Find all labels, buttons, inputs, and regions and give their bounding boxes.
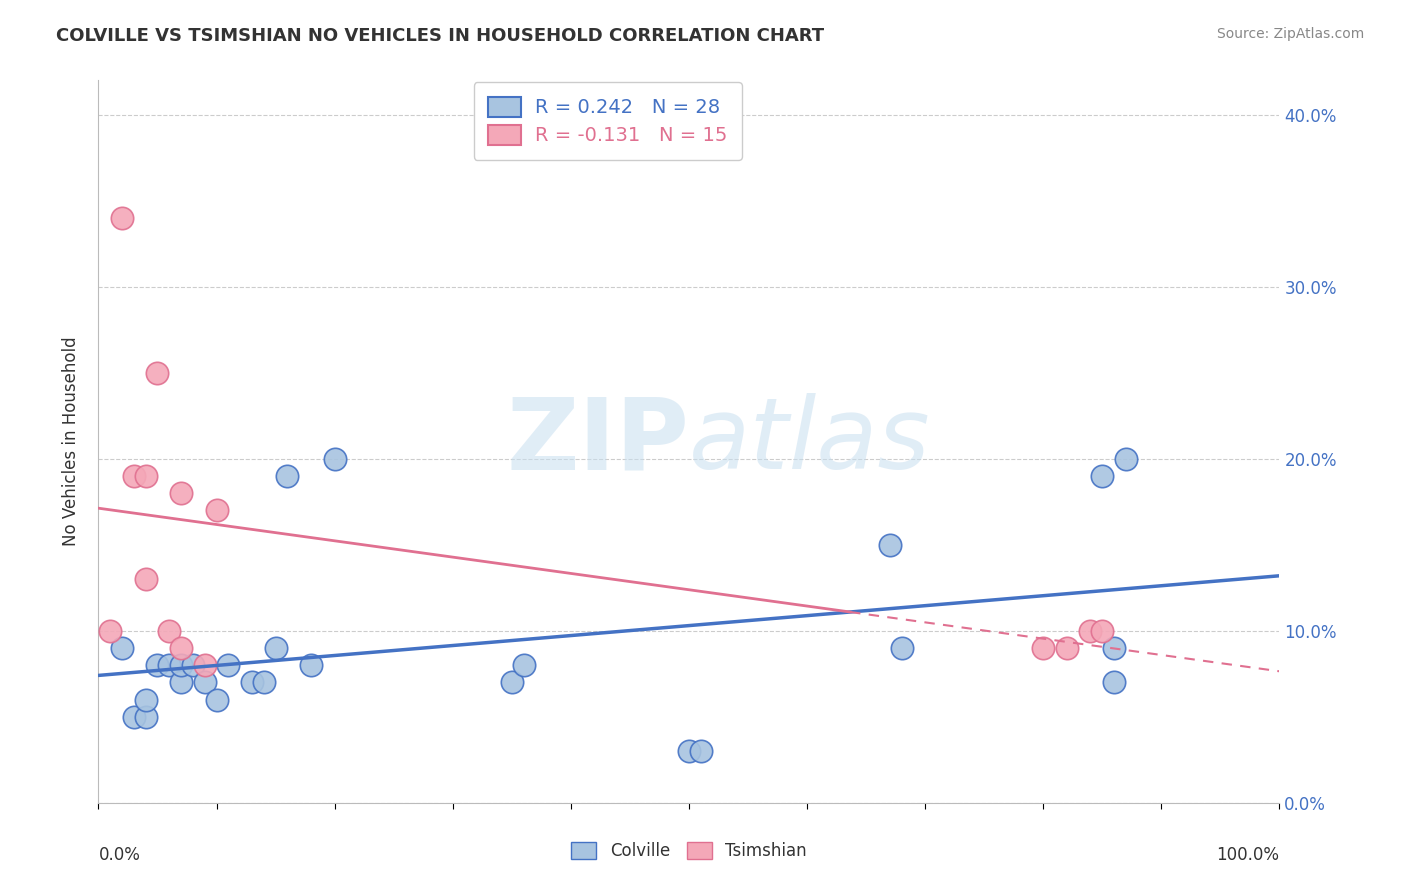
Point xyxy=(170,675,193,690)
Point xyxy=(217,658,239,673)
Point xyxy=(276,469,298,483)
Point xyxy=(181,658,204,673)
Point xyxy=(323,451,346,466)
Point xyxy=(111,211,134,225)
Point xyxy=(157,658,180,673)
Point xyxy=(135,469,157,483)
Point xyxy=(135,692,157,706)
Point xyxy=(253,675,276,690)
Point xyxy=(170,640,193,655)
Point xyxy=(146,658,169,673)
Point xyxy=(135,710,157,724)
Point xyxy=(1091,624,1114,638)
Text: Source: ZipAtlas.com: Source: ZipAtlas.com xyxy=(1216,27,1364,41)
Point xyxy=(299,658,322,673)
Point xyxy=(111,640,134,655)
Text: ZIP: ZIP xyxy=(506,393,689,490)
Point xyxy=(879,538,901,552)
Point xyxy=(890,640,912,655)
Text: 0.0%: 0.0% xyxy=(98,847,141,864)
Point xyxy=(1102,640,1125,655)
Point xyxy=(170,658,193,673)
Point xyxy=(240,675,263,690)
Legend: Colville, Tsimshian: Colville, Tsimshian xyxy=(565,835,813,867)
Point xyxy=(194,675,217,690)
Point xyxy=(1032,640,1054,655)
Text: 100.0%: 100.0% xyxy=(1216,847,1279,864)
Point xyxy=(1091,469,1114,483)
Point xyxy=(264,640,287,655)
Point xyxy=(170,486,193,500)
Point xyxy=(512,658,534,673)
Point xyxy=(1056,640,1078,655)
Point xyxy=(157,624,180,638)
Point xyxy=(1080,624,1102,638)
Point xyxy=(194,658,217,673)
Point xyxy=(122,710,145,724)
Point xyxy=(146,366,169,380)
Point xyxy=(678,744,700,758)
Point xyxy=(205,692,228,706)
Point xyxy=(1102,675,1125,690)
Point xyxy=(122,469,145,483)
Y-axis label: No Vehicles in Household: No Vehicles in Household xyxy=(62,336,80,547)
Text: COLVILLE VS TSIMSHIAN NO VEHICLES IN HOUSEHOLD CORRELATION CHART: COLVILLE VS TSIMSHIAN NO VEHICLES IN HOU… xyxy=(56,27,824,45)
Point xyxy=(98,624,121,638)
Point xyxy=(501,675,523,690)
Point xyxy=(135,572,157,586)
Point xyxy=(205,503,228,517)
Text: atlas: atlas xyxy=(689,393,931,490)
Point xyxy=(689,744,711,758)
Point xyxy=(1115,451,1137,466)
